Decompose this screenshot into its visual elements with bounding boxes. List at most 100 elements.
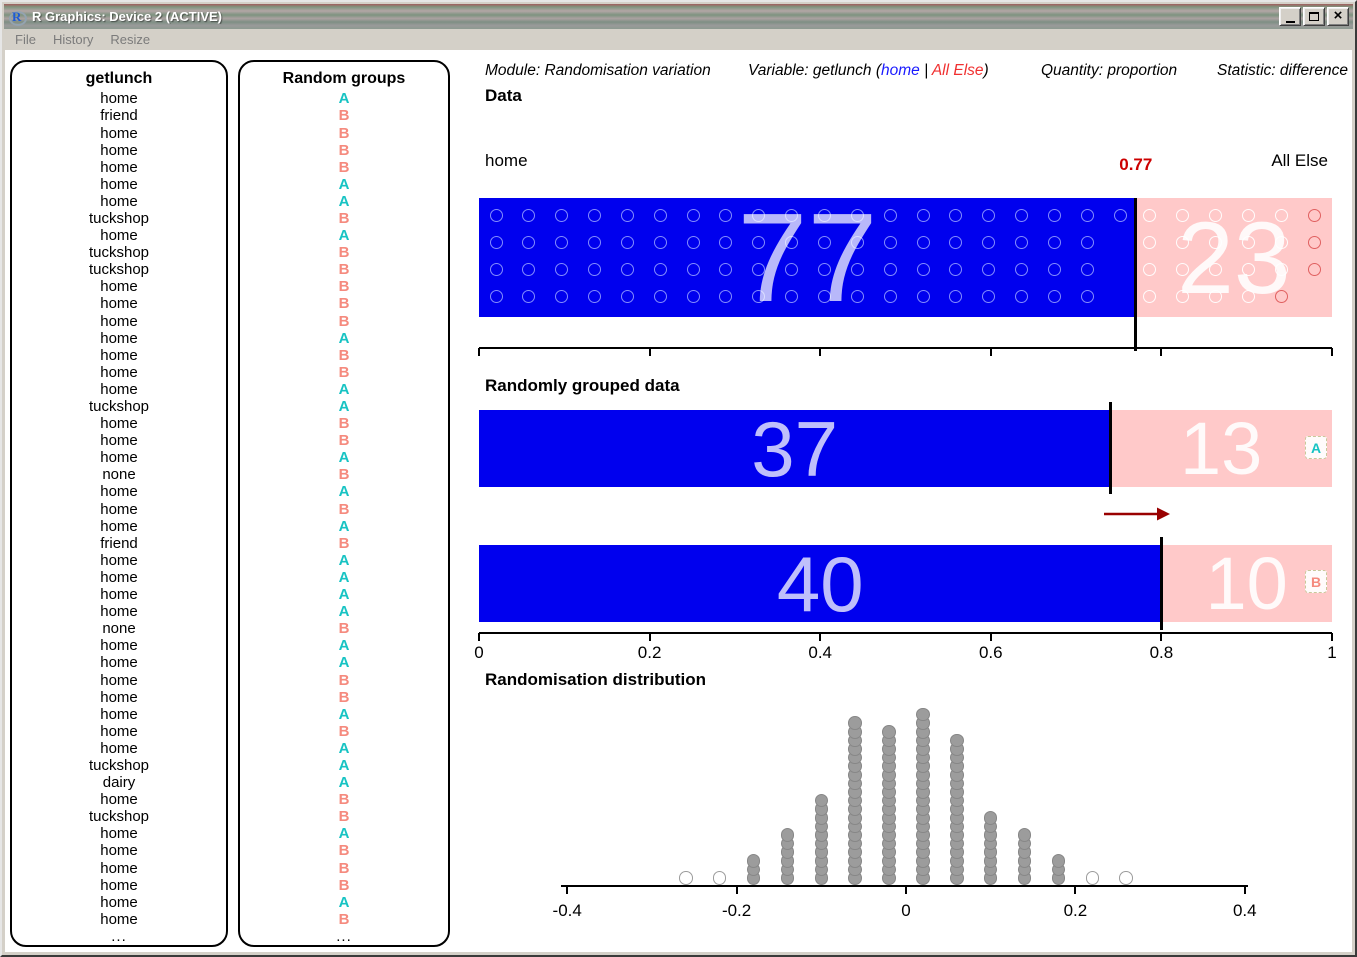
data-right-label: All Else xyxy=(1271,151,1328,170)
data-value: home xyxy=(100,124,138,142)
distribution-dot xyxy=(1017,828,1032,842)
data-point-circle xyxy=(752,208,766,222)
group-b-else-segment: 10 xyxy=(1161,545,1332,622)
data-point-circle xyxy=(883,262,897,276)
group-letter: B xyxy=(338,261,350,279)
group-b-home-count: 40 xyxy=(776,545,864,622)
r-logo-icon: R xyxy=(8,8,27,26)
minimize-button[interactable] xyxy=(1279,7,1301,26)
group-a-proportion-line xyxy=(1108,402,1112,494)
distribution-dot xyxy=(1017,871,1032,885)
group-letter: A xyxy=(338,603,350,621)
else-dots xyxy=(1136,198,1332,317)
data-value: home xyxy=(100,671,138,689)
distribution-dot xyxy=(916,811,930,825)
group-letter: A xyxy=(338,398,350,415)
data-point-circle xyxy=(1208,262,1222,276)
group-a-bar: 37 13 xyxy=(479,410,1332,487)
distribution-axis: -0.4 -0.2 0 0.2 0.4 xyxy=(5,885,1352,925)
close-button[interactable]: × xyxy=(1327,7,1349,26)
distribution-dot xyxy=(950,828,964,842)
distribution-dot xyxy=(882,733,896,748)
distribution-dot xyxy=(1017,845,1032,859)
data-point-circle xyxy=(1047,289,1061,303)
data-point-circle xyxy=(653,235,667,249)
data-value: home xyxy=(100,312,138,330)
axis-tick-label: 1 xyxy=(1327,643,1337,662)
distribution-dot xyxy=(916,733,930,748)
group-letter: B xyxy=(338,278,350,296)
menu-file[interactable]: File xyxy=(15,32,36,47)
distribution-dot xyxy=(814,802,829,816)
title-bar[interactable]: R R Graphics: Device 2 (ACTIVE) × xyxy=(4,4,1353,29)
distribution-dot xyxy=(780,871,795,885)
menu-resize[interactable]: Resize xyxy=(110,32,151,47)
data-point-circle xyxy=(719,235,733,249)
data-value: home xyxy=(100,278,138,296)
data-point-circle xyxy=(522,208,536,222)
data-value: home xyxy=(100,842,138,860)
data-point-circle xyxy=(588,289,602,303)
data-point-circle xyxy=(818,262,831,276)
data-point-circle xyxy=(1241,208,1255,222)
module-annotation: Module: Randomisation variation xyxy=(485,62,711,79)
data-value: home xyxy=(100,859,138,877)
distribution-dot xyxy=(882,768,896,782)
data-point-circle xyxy=(1274,262,1288,276)
axis-tick xyxy=(648,633,651,641)
distribution-dot xyxy=(814,862,829,877)
data-point-circle xyxy=(752,235,766,249)
data-point-circle xyxy=(1143,208,1157,222)
shift-arrow-icon xyxy=(1104,507,1170,521)
data-point-circle xyxy=(489,289,503,303)
data-point-circle xyxy=(1208,208,1222,222)
group-a-else-segment: 13 xyxy=(1110,410,1332,487)
data-value: home xyxy=(100,329,138,347)
proportion-value: 0.77 xyxy=(1119,155,1153,174)
distribution-dot xyxy=(814,845,829,859)
data-point-circle xyxy=(883,208,897,222)
group-letter: A xyxy=(338,739,350,757)
data-point-circle xyxy=(949,262,963,276)
group-letter: B xyxy=(338,312,350,330)
distribution-dot xyxy=(882,811,896,825)
maximize-button[interactable] xyxy=(1303,7,1325,26)
distribution-dot xyxy=(814,836,829,851)
data-point-circle xyxy=(489,235,503,249)
data-point-circle xyxy=(1307,235,1321,249)
data-point-circle xyxy=(522,235,536,249)
axis-tick-label: 0 xyxy=(474,643,484,662)
distribution-dot xyxy=(882,819,896,834)
data-point-circle xyxy=(588,262,602,276)
group-b-legend: B xyxy=(1305,570,1327,593)
maximize-icon xyxy=(1309,12,1319,21)
data-point-circle xyxy=(949,289,963,303)
data-point-circle xyxy=(1080,235,1094,249)
data-point-circle xyxy=(555,262,569,276)
data-axis xyxy=(478,347,1333,359)
data-point-circle xyxy=(620,289,634,303)
menu-history[interactable]: History xyxy=(52,32,94,47)
distribution-dot xyxy=(950,802,964,816)
distribution-dot xyxy=(848,854,862,868)
axis-tick xyxy=(648,348,651,356)
menu-bar: File History Resize xyxy=(4,29,1353,50)
axis-tick-label: 0.2 xyxy=(1063,901,1088,920)
distribution-dot xyxy=(916,802,930,816)
random-heading: Randomly grouped data xyxy=(485,376,680,395)
distribution-dot xyxy=(780,862,795,877)
data-point-circle xyxy=(850,208,864,222)
data-value: home xyxy=(100,432,138,450)
data-value: home xyxy=(100,910,138,928)
data-value: home xyxy=(100,791,138,809)
distribution-dot xyxy=(983,811,998,825)
distribution-dot xyxy=(950,785,964,799)
distribution-dot xyxy=(780,836,795,851)
distribution-dot xyxy=(1051,854,1066,868)
axis-tick xyxy=(819,348,822,356)
distribution-dot xyxy=(916,725,930,739)
random-groups-header: Random groups xyxy=(282,70,406,87)
distribution-dot xyxy=(950,733,964,748)
distribution-dot xyxy=(848,768,862,782)
data-point-circle xyxy=(1080,208,1094,222)
